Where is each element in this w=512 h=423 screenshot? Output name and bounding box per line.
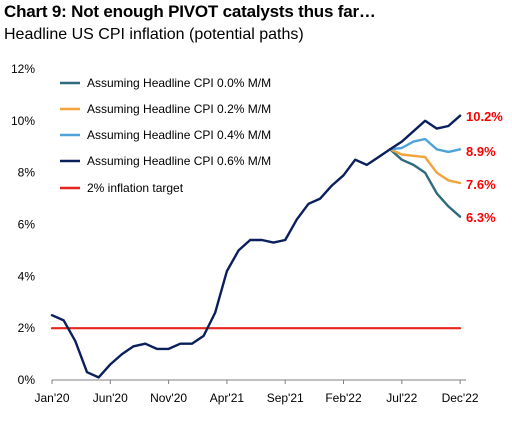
chart-subtitle: Headline US CPI inflation (potential pat… xyxy=(4,26,304,43)
legend-item-0-6-label: Assuming Headline CPI 0.6% M/M xyxy=(87,154,271,168)
history-line xyxy=(50,148,392,379)
path-0-6-line xyxy=(388,114,462,151)
y-tick-label: 2% xyxy=(18,321,36,335)
x-tick-label: Feb'22 xyxy=(325,391,362,405)
y-tick-label: 6% xyxy=(18,218,36,232)
path-0-0-line xyxy=(388,148,462,218)
x-tick-label: Jan'20 xyxy=(35,391,70,405)
end-value-label: 6.3% xyxy=(466,210,496,225)
x-tick-label: Jul'22 xyxy=(386,391,417,405)
x-tick-label: Dec'22 xyxy=(442,391,479,405)
legend: Assuming Headline CPI 0.0% M/M Assuming H… xyxy=(60,76,271,195)
end-value-label: 10.2% xyxy=(466,109,503,124)
chart-title: Chart 9: Not enough PIVOT catalysts thus… xyxy=(4,2,376,21)
x-axis: Jan'20 Jun'20 Nov'20 Apr'21 Sep'21 Feb'22 Jul'… xyxy=(35,379,479,405)
path-0-2-line xyxy=(388,148,462,185)
legend-item-0-2-label: Assuming Headline CPI 0.2% M/M xyxy=(87,102,271,116)
end-value-label: 8.9% xyxy=(466,144,496,159)
x-tick-label: Sep'21 xyxy=(267,391,304,405)
plot-series xyxy=(50,114,462,379)
y-tick-label: 4% xyxy=(18,269,36,283)
x-tick-label: Nov'20 xyxy=(150,391,187,405)
legend-item-0-0-label: Assuming Headline CPI 0.0% M/M xyxy=(87,76,271,90)
end-value-label: 7.6% xyxy=(466,177,496,192)
y-tick-label: 0% xyxy=(18,373,36,387)
x-tick-label: Apr'21 xyxy=(210,391,245,405)
y-tick-label: 12% xyxy=(11,62,35,76)
legend-item-target-label: 2% inflation target xyxy=(87,181,184,195)
y-axis: 0% 2% 4% 6% 8% 10% 12% xyxy=(11,62,35,387)
y-tick-label: 10% xyxy=(11,114,35,128)
legend-item-0-4-label: Assuming Headline CPI 0.4% M/M xyxy=(87,128,271,142)
end-labels: 10.2% 8.9% 7.6% 6.3% xyxy=(466,109,503,225)
y-tick-label: 8% xyxy=(18,166,36,180)
path-0-4-line xyxy=(388,137,462,154)
x-tick-label: Jun'20 xyxy=(93,391,128,405)
